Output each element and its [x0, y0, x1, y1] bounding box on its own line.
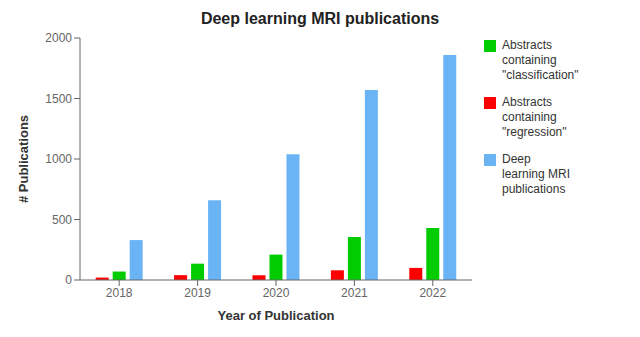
svg-text:1500: 1500	[45, 92, 72, 106]
html-text:Abstracts containing "regressi: Abstracts containing "regression"	[502, 95, 567, 139]
html-text:Deep learning MRI publications: Deep learning MRI publications	[200, 10, 440, 27]
svg-text:Year of Publication: Year of Publication	[217, 308, 334, 323]
svg-text:# Publications: # Publications	[16, 115, 31, 203]
svg-text:1000: 1000	[45, 152, 72, 166]
html-text:Abstracts containing "classifi: Abstracts containing "classification"	[502, 38, 579, 82]
svg-text:2020: 2020	[263, 286, 290, 300]
svg-text:2019: 2019	[184, 286, 211, 300]
svg-text:2022: 2022	[419, 286, 446, 300]
svg-text:500: 500	[52, 213, 72, 227]
svg-text:2000: 2000	[45, 31, 72, 45]
svg-text:0: 0	[65, 273, 72, 287]
svg-text:2021: 2021	[341, 286, 368, 300]
html-text:Deep learning MRI publications: Deep learning MRI publications	[502, 152, 570, 196]
svg-text:2018: 2018	[106, 286, 133, 300]
